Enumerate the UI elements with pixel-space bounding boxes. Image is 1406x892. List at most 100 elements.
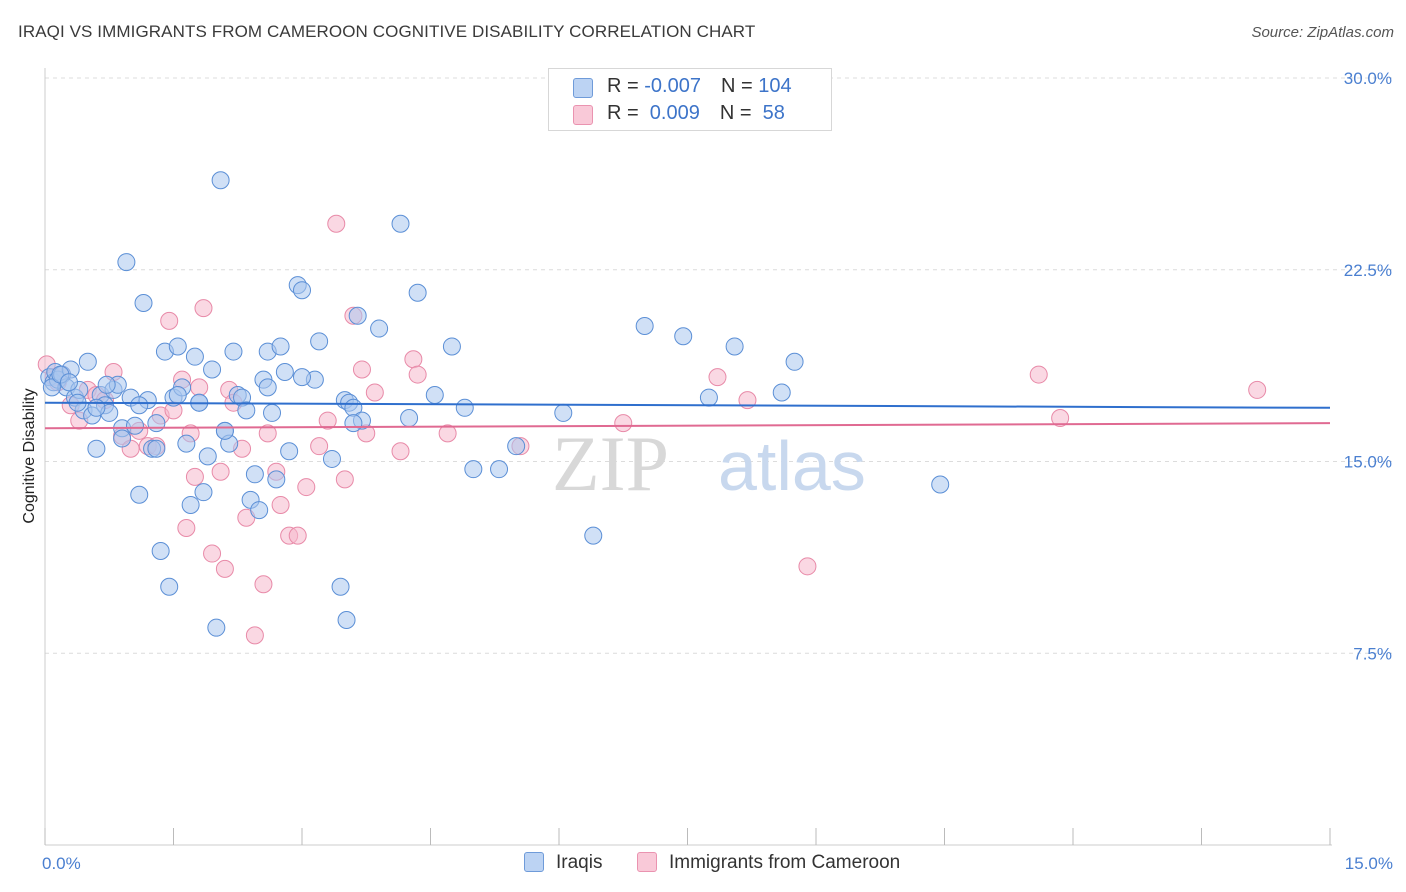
cameroon-point [297,478,316,497]
iraqis-point [490,460,509,479]
iraqis-point [147,414,166,433]
bottom-legend-swatch-iraqis [524,852,544,872]
iraqis-point [194,483,213,502]
iraqis-point [635,316,654,335]
cameroon-point [185,467,204,486]
bottom-legend-label-iraqis: Iraqis [556,852,603,873]
cameroon-point [160,311,179,330]
iraqis-point [507,437,526,456]
cameroon-point [614,414,633,433]
axes [44,68,1332,846]
cameroon-point [1029,365,1048,384]
iraqis-point [370,319,389,338]
iraqis-point [87,398,106,417]
iraqis-point [130,396,149,415]
gridlines [45,77,1392,654]
iraqis-point [931,475,950,494]
iraqis-point [331,577,350,596]
trend-line-iraqis [44,401,1331,409]
source-label: Source: ZipAtlas.com [1251,24,1394,41]
tick-labels: 7.5% 15.0% 22.5% 30.0% 0.0% 15.0% [42,69,1393,873]
iraqis-point [125,416,144,435]
iraqis-point [134,293,153,312]
cameroon-point [327,214,346,233]
cameroon-point [798,557,817,576]
iraqis-point [442,337,461,356]
iraqis-point [87,439,106,458]
iraqis-point [203,360,222,379]
cameroon-point [254,575,273,594]
iraqis-point [391,214,410,233]
iraqis-point [181,495,200,514]
iraqis-point [113,429,132,448]
iraqis-point [267,470,286,489]
iraqis-point [772,383,791,402]
iraqis-point [42,378,61,397]
iraqis-point [59,373,78,392]
trend-lines [44,401,1331,430]
watermark-zip: ZIP [552,420,669,507]
bottom-legend-label-cameroon: Immigrants from Cameroon [669,852,901,873]
cameroon-point [245,626,264,645]
iraqis-point [168,386,187,405]
iraqis-point [211,171,230,190]
legend: R = -0.007 N = 104 R = 0.009 N = 58 [548,68,832,131]
legend-r-label: R = [607,102,645,124]
iraqis-point [198,447,217,466]
cameroon-point [738,391,757,410]
cameroon-point [211,462,230,481]
legend-r-value: -0.007 [644,75,701,97]
cameroon-point [335,470,354,489]
cameroon-point [271,495,290,514]
iraqis-point [224,342,243,361]
cameroon-point [310,437,329,456]
bottom-legend-swatch-cameroon [637,852,657,872]
iraqis-point [151,541,170,560]
iraqis-point [293,281,311,300]
y-tick-label: 15.0% [1344,453,1392,472]
iraqis-point [293,368,311,387]
iraqis-point [271,337,290,356]
iraqis-point [78,352,97,371]
iraqis-point [215,421,234,440]
iraqis-point [160,577,179,596]
legend-n-label: N = [719,102,758,124]
trend-line-cameroon [44,422,1331,430]
x-tick-label: 15.0% [1345,854,1393,873]
legend-row-iraqis: R = -0.007 N = 104 [573,75,792,99]
iraqis-point [725,337,744,356]
x-tick-label: 0.0% [42,854,81,873]
cameroon-point [365,383,384,402]
iraqis-point [263,403,282,422]
iraqis-point [97,375,116,394]
cameroon-point [318,411,337,430]
iraqis-point [117,253,136,272]
cameroon-point [1051,409,1070,428]
iraqis-point [348,306,367,325]
y-tick-label: 30.0% [1344,69,1392,88]
iraqis-point [455,398,474,417]
cameroon-point [1248,380,1267,399]
iraqis-point [147,439,166,458]
iraqis-point [322,449,341,468]
iraqis-point [310,332,329,351]
iraqis-point [185,347,204,366]
y-axis-label: Cognitive Disability [21,388,38,523]
y-tick-label: 7.5% [1353,644,1392,663]
cameroon-point [177,518,196,537]
cameroon-point [190,378,209,397]
cameroon-point [708,368,727,387]
iraqis-point [280,442,299,461]
legend-n-label: N = [720,75,759,97]
legend-swatch-cameroon [573,105,593,125]
legend-n-value: 58 [757,102,785,124]
iraqis-point [584,526,603,545]
iraqis-point [168,337,187,356]
legend-row-cameroon: R = 0.009 N = 58 [573,102,785,126]
watermark: ZIP atlas [552,420,866,507]
iraqis-point [130,485,149,504]
legend-n-value: 104 [758,75,792,97]
cameroon-point [288,526,307,545]
cameroon-point [203,544,222,563]
